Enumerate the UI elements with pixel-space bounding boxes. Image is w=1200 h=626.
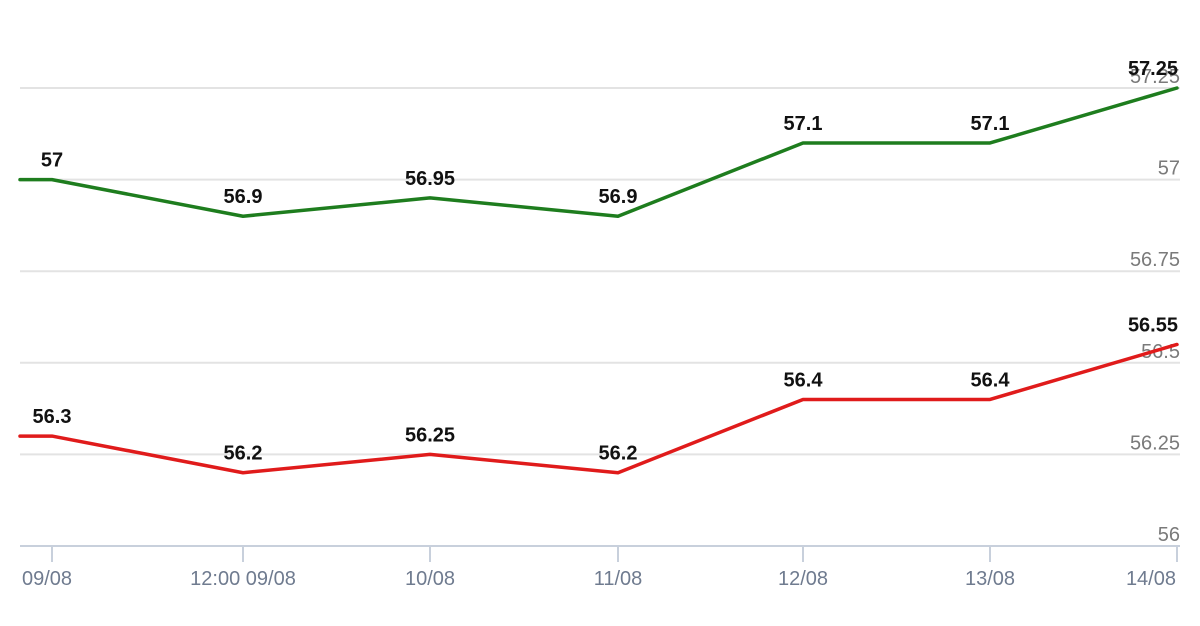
x-tick-label: 10/08: [405, 568, 455, 590]
data-label: 57: [41, 150, 63, 172]
x-tick-label: 12/08: [778, 568, 828, 590]
series-line-upper: [18, 86, 1179, 218]
data-label: 57.1: [971, 113, 1010, 135]
x-axis: [20, 545, 1180, 562]
data-label: 56.4: [784, 369, 824, 391]
data-label: 56.2: [599, 443, 638, 465]
data-label: 56.9: [224, 186, 263, 208]
x-tick-label: 11/08: [594, 568, 643, 590]
x-tick-label: 12:00 09/08: [190, 568, 296, 590]
data-label: 56.4: [971, 369, 1011, 391]
x-tick-label: 13/08: [965, 568, 1015, 590]
y-tick-label: 56: [1158, 524, 1180, 546]
x-tick-label: 14/08: [1126, 568, 1176, 590]
data-label: 57.1: [784, 113, 823, 135]
series-line-lower: [18, 342, 1179, 475]
y-tick-label: 56.75: [1130, 249, 1180, 271]
y-tick-label: 57.25: [1130, 66, 1180, 88]
data-label: 56.95: [405, 168, 455, 190]
x-axis-labels: 09/08 12:00 09/08 10/08 11/08 12/08 13/08 14/0…: [22, 568, 1176, 590]
data-label: 56.55: [1128, 314, 1178, 336]
data-label: 57.25: [1128, 58, 1178, 80]
x-tick-label: 09/08: [22, 568, 72, 590]
data-label: 56.25: [405, 424, 455, 446]
data-labels: 57 56.9 56.95 56.9 57.1 57.1 57.25 56.3 56.2 56.2…: [33, 58, 1178, 465]
data-label: 56.3: [33, 406, 72, 428]
data-label: 56.9: [599, 186, 638, 208]
y-tick-label: 57: [1158, 158, 1180, 180]
series-lines: [18, 86, 1179, 475]
gridlines: [20, 87, 1180, 456]
data-label: 56.2: [224, 443, 263, 465]
y-tick-label: 56.25: [1130, 432, 1180, 454]
